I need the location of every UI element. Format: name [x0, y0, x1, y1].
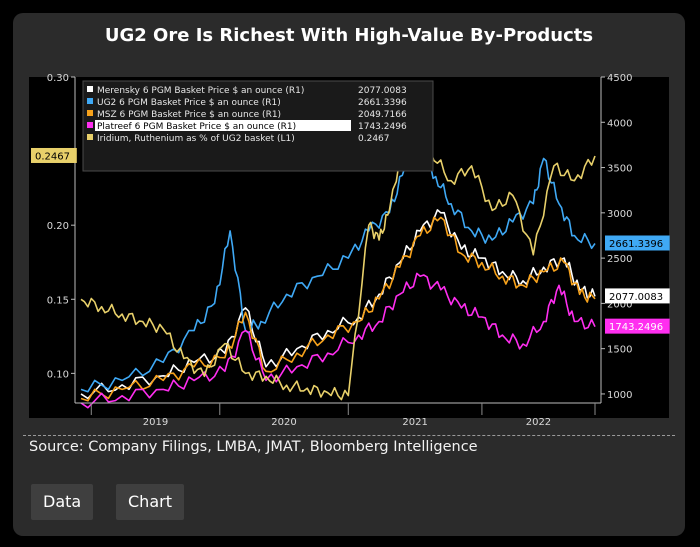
ug2-series-line	[80, 148, 596, 393]
right-tick-label: 4500	[607, 73, 632, 84]
platreef-end-label: 1743.2496	[609, 322, 663, 333]
right-tick-label: 3000	[607, 209, 632, 220]
right-tick-label: 2000	[607, 299, 632, 310]
x-tick-label: 2022	[526, 417, 551, 428]
x-tick-label: 2020	[271, 417, 296, 428]
legend-swatch-platreef	[87, 122, 93, 128]
legend-highlight	[95, 120, 351, 131]
iridium-end-label-bg	[31, 147, 77, 163]
legend-label-merensky: Merensky 6 PGM Basket Price $ an ounce (…	[97, 86, 304, 96]
ug2-end-label-bg	[605, 235, 670, 251]
chart-button[interactable]: Chart	[116, 484, 184, 520]
legend-swatch-msz	[87, 110, 93, 116]
merensky-series-line	[80, 209, 596, 400]
platreef-end-label-bg	[605, 318, 670, 334]
right-tick-label: 4000	[607, 118, 632, 129]
ug2-end-label: 2661.3396	[609, 239, 663, 250]
iridium-end-label: 0.2467	[35, 151, 70, 162]
platreef-series-line	[80, 272, 596, 409]
right-tick-label: 1500	[607, 345, 632, 356]
chart-card: UG2 Ore Is Richest With High-Value By-Pr…	[13, 13, 685, 536]
legend-value-msz: 2049.7166	[358, 110, 407, 120]
left-tick-label: 0.10	[47, 369, 69, 380]
legend-value-platreef: 1743.2496	[358, 122, 407, 132]
left-tick-label: 0.30	[47, 73, 69, 84]
merensky-end-label: 2077.0083	[609, 292, 663, 303]
right-tick-label: 1000	[607, 390, 632, 401]
left-tick-label: 0.15	[47, 295, 69, 306]
legend-label-iridium: Iridium, Ruthenium as % of UG2 basket (L…	[97, 134, 295, 144]
x-tick-label: 2019	[143, 417, 168, 428]
source-note: Source: Company Filings, LMBA, JMAT, Blo…	[29, 439, 478, 455]
legend-swatch-iridium	[87, 134, 93, 140]
chart-area: 0.100.150.200.250.3010001500200025003000…	[29, 73, 670, 428]
legend-swatch-ug2	[87, 98, 93, 104]
merensky-end-label-bg	[605, 288, 670, 304]
legend-value-merensky: 2077.0083	[358, 86, 407, 96]
legend-value-iridium: 0.2467	[358, 134, 390, 144]
source-divider	[23, 435, 675, 436]
right-tick-label: 2500	[607, 254, 632, 265]
chart-title: UG2 Ore Is Richest With High-Value By-Pr…	[104, 25, 594, 46]
msz-series-line	[80, 216, 596, 402]
data-button[interactable]: Data	[31, 484, 94, 520]
iridium-series-line	[80, 105, 596, 401]
legend-label-platreef: Platreef 6 PGM Basket Price $ an ounce (…	[97, 122, 296, 132]
left-tick-label: 0.20	[47, 221, 69, 232]
x-tick-label: 2021	[402, 417, 427, 428]
legend-label-msz: MSZ 6 PGM Basket Price $ an ounce (R1)	[97, 110, 281, 120]
legend-swatch-merensky	[87, 86, 93, 92]
legend-label-ug2: UG2 6 PGM Basket Price $ an ounce (R1)	[97, 98, 281, 108]
right-tick-label: 3500	[607, 164, 632, 175]
legend-value-ug2: 2661.3396	[358, 98, 407, 108]
